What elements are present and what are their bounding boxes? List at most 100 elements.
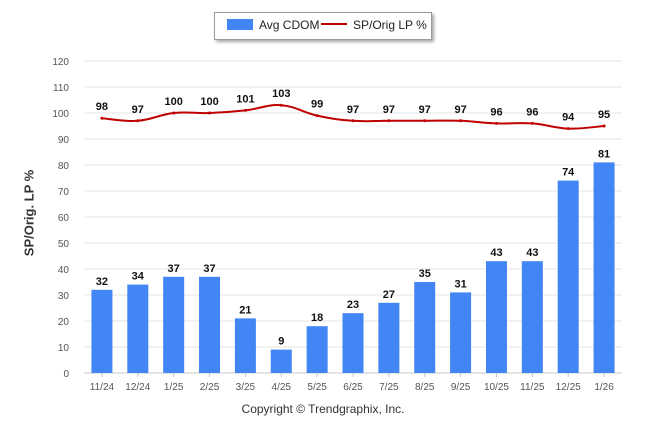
y-tick-label: 120 xyxy=(52,57,69,68)
y-tick-label: 110 xyxy=(53,83,69,94)
bar-series xyxy=(91,162,615,373)
line-value-label: 97 xyxy=(132,104,144,116)
line-point[interactable] xyxy=(315,114,319,118)
legend-line-swatch xyxy=(321,23,347,25)
bar[interactable] xyxy=(485,261,507,373)
legend-item-line[interactable]: SP/Orig LP % xyxy=(321,18,427,32)
x-tick-label: 3/25 xyxy=(236,382,256,393)
bar[interactable] xyxy=(521,261,543,373)
bar[interactable] xyxy=(342,313,364,373)
line-point[interactable] xyxy=(566,127,570,131)
bar-value-label: 34 xyxy=(132,271,145,283)
bar-value-label: 21 xyxy=(239,304,251,316)
line-value-label: 97 xyxy=(347,104,359,116)
x-axis-ticks: 11/24 12/24 1/25 2/25 3/25 4/25 5/25 6/25 7/25 8/… xyxy=(90,373,614,393)
legend-item-bar[interactable]: Avg CDOM xyxy=(227,18,319,32)
line-point[interactable] xyxy=(530,121,534,125)
line-value-label: 101 xyxy=(236,93,254,105)
line-point[interactable] xyxy=(100,116,104,120)
y-axis-ticks: 0 10 20 30 40 50 60 70 80 90 100 110 120 xyxy=(52,57,69,380)
bar-value-label: 35 xyxy=(419,268,431,280)
bar[interactable] xyxy=(199,276,221,373)
line-value-label: 95 xyxy=(598,109,610,121)
line-point[interactable] xyxy=(243,108,247,112)
x-tick-label: 5/25 xyxy=(307,382,327,393)
bar-value-label: 37 xyxy=(203,263,215,275)
bar-value-label: 37 xyxy=(168,263,180,275)
bar-value-label: 81 xyxy=(598,148,610,160)
line-value-label: 103 xyxy=(272,88,290,100)
x-tick-label: 6/25 xyxy=(343,382,363,393)
bar[interactable] xyxy=(557,180,579,373)
y-tick-label: 0 xyxy=(63,369,69,380)
legend-bar-label: Avg CDOM xyxy=(259,18,320,32)
bar-value-label: 18 xyxy=(311,312,323,324)
x-tick-label: 11/25 xyxy=(520,382,545,393)
line-point[interactable] xyxy=(602,124,606,128)
line-value-label: 97 xyxy=(383,104,395,116)
x-tick-label: 12/25 xyxy=(556,382,581,393)
line-value-label: 99 xyxy=(311,99,323,111)
line-point[interactable] xyxy=(423,119,427,123)
copyright-text: Copyright © Trendgraphix, Inc. xyxy=(241,402,405,416)
bar[interactable] xyxy=(270,349,292,373)
line-point[interactable] xyxy=(387,119,391,123)
line-point[interactable] xyxy=(351,119,355,123)
bar[interactable] xyxy=(234,318,256,373)
x-tick-label: 8/25 xyxy=(415,382,435,393)
y-tick-label: 50 xyxy=(58,239,70,250)
bar[interactable] xyxy=(127,284,149,373)
bar[interactable] xyxy=(414,282,436,373)
bar-value-label: 9 xyxy=(278,336,284,348)
x-tick-label: 4/25 xyxy=(272,382,292,393)
line-point[interactable] xyxy=(279,103,283,107)
line-value-labels: 98 97 100 100 101 103 99 97 97 97 97 96 96 94 95 xyxy=(96,88,610,123)
y-tick-label: 40 xyxy=(58,265,70,276)
bar-value-label: 43 xyxy=(526,247,538,259)
y-tick-label: 70 xyxy=(58,187,70,198)
line-value-label: 97 xyxy=(454,104,466,116)
x-tick-label: 11/24 xyxy=(90,382,115,393)
bar-value-labels: 32 34 37 37 21 9 18 23 27 35 31 43 43 74 81 xyxy=(96,148,610,347)
x-tick-label: 1/25 xyxy=(164,382,184,393)
y-tick-label: 30 xyxy=(58,291,70,302)
line-value-label: 97 xyxy=(419,104,431,116)
bar[interactable] xyxy=(306,326,328,373)
y-tick-label: 100 xyxy=(52,109,69,120)
line-point[interactable] xyxy=(459,119,463,123)
line-point[interactable] xyxy=(172,111,176,115)
y-tick-label: 90 xyxy=(58,135,70,146)
line-value-label: 100 xyxy=(200,96,218,108)
bar[interactable] xyxy=(378,302,400,373)
bar-value-label: 32 xyxy=(96,276,108,288)
y-axis-label: SP/Orig. LP % xyxy=(21,169,37,257)
bar-value-label: 23 xyxy=(347,299,359,311)
legend-line-label: SP/Orig LP % xyxy=(353,18,427,32)
y-tick-label: 80 xyxy=(58,161,70,172)
line-point[interactable] xyxy=(136,119,140,123)
bar-value-label: 27 xyxy=(383,289,395,301)
y-tick-label: 10 xyxy=(58,343,70,354)
line-point[interactable] xyxy=(494,121,498,125)
line-value-label: 96 xyxy=(526,106,538,118)
bar[interactable] xyxy=(450,292,472,373)
line-value-label: 94 xyxy=(562,112,575,124)
bar-value-label: 31 xyxy=(454,278,466,290)
bar[interactable] xyxy=(163,276,185,373)
line-value-label: 96 xyxy=(490,106,502,118)
line-series xyxy=(100,103,606,131)
bar[interactable] xyxy=(91,289,113,373)
line-value-label: 98 xyxy=(96,101,108,113)
y-tick-label: 60 xyxy=(58,213,70,224)
y-tick-label: 20 xyxy=(58,317,70,328)
line-point[interactable] xyxy=(208,111,212,115)
x-tick-label: 2/25 xyxy=(200,382,220,393)
bar-value-label: 74 xyxy=(562,167,575,179)
bar[interactable] xyxy=(593,162,615,373)
legend-bar-swatch xyxy=(227,19,253,30)
bar-value-label: 43 xyxy=(490,247,502,259)
x-tick-label: 12/24 xyxy=(125,382,150,393)
legend: Avg CDOM SP/Orig LP % xyxy=(214,12,432,40)
x-tick-label: 1/26 xyxy=(594,382,614,393)
